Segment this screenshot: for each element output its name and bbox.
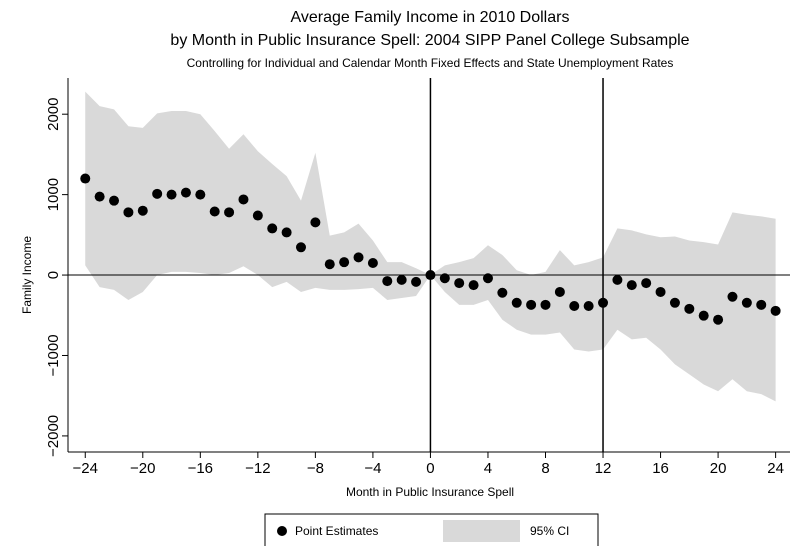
- x-axis-label: Month in Public Insurance Spell: [346, 485, 514, 499]
- x-tick-label: 12: [595, 460, 612, 477]
- legend-box: [264, 513, 599, 546]
- x-tick-label: −12: [245, 460, 270, 477]
- point: [382, 276, 393, 287]
- point: [497, 287, 508, 298]
- y-tick-label: −2000: [45, 415, 62, 457]
- x-tick-label: 8: [541, 460, 549, 477]
- point: [411, 276, 422, 287]
- y-tick-label: 1000: [45, 178, 62, 211]
- point: [741, 297, 752, 308]
- x-tick-label: 20: [710, 460, 727, 477]
- point: [310, 217, 321, 228]
- legend-swatch: [443, 520, 520, 542]
- point: [756, 299, 767, 310]
- point: [252, 210, 263, 221]
- point: [655, 286, 666, 297]
- point: [238, 194, 249, 205]
- point: [80, 173, 91, 184]
- chart-subtitle: by Month in Public Insurance Spell: 2004…: [170, 32, 689, 49]
- point: [482, 273, 493, 284]
- legend-marker: [277, 526, 287, 536]
- y-tick-label: 0: [45, 271, 62, 279]
- point: [281, 227, 292, 238]
- point: [612, 274, 623, 285]
- point: [439, 273, 450, 284]
- x-tick-label: 0: [426, 460, 434, 477]
- x-tick-label: −20: [130, 460, 155, 477]
- legend-label: Point Estimates: [295, 524, 378, 538]
- point: [166, 189, 177, 200]
- point: [511, 297, 522, 308]
- x-tick-label: −4: [364, 460, 381, 477]
- point: [367, 257, 378, 268]
- point: [770, 305, 781, 316]
- point: [224, 207, 235, 218]
- x-tick-label: −8: [307, 460, 324, 477]
- point: [569, 301, 580, 312]
- legend-label: 95% CI: [530, 524, 569, 538]
- point: [526, 299, 537, 310]
- point: [94, 191, 105, 202]
- point: [641, 278, 652, 289]
- point: [583, 301, 594, 312]
- point: [267, 223, 278, 234]
- point: [339, 257, 350, 268]
- point: [713, 314, 724, 325]
- point: [109, 195, 120, 206]
- point: [727, 291, 738, 302]
- y-tick-label: −1000: [45, 334, 62, 376]
- point: [137, 205, 148, 216]
- point: [626, 280, 637, 291]
- point: [396, 274, 407, 285]
- point: [698, 310, 709, 321]
- x-tick-label: −24: [73, 460, 98, 477]
- point: [353, 252, 364, 263]
- point: [425, 270, 436, 281]
- point: [123, 207, 134, 218]
- x-tick-label: −16: [188, 460, 213, 477]
- point: [195, 189, 206, 200]
- point: [295, 242, 306, 253]
- point: [180, 187, 191, 198]
- chart-note: Controlling for Individual and Calendar …: [187, 56, 674, 70]
- point: [554, 286, 565, 297]
- x-tick-label: 24: [767, 460, 784, 477]
- point: [540, 299, 551, 310]
- x-tick-label: 4: [484, 460, 492, 477]
- point: [209, 206, 220, 217]
- point: [598, 297, 609, 308]
- point: [324, 259, 335, 270]
- chart-title: Average Family Income in 2010 Dollars: [291, 9, 570, 26]
- point: [468, 280, 479, 291]
- y-tick-label: 2000: [45, 98, 62, 131]
- point: [152, 188, 163, 199]
- y-axis-label: Family Income: [20, 236, 34, 314]
- x-tick-label: 16: [652, 460, 669, 477]
- point: [669, 297, 680, 308]
- point: [684, 303, 695, 314]
- point: [454, 278, 465, 289]
